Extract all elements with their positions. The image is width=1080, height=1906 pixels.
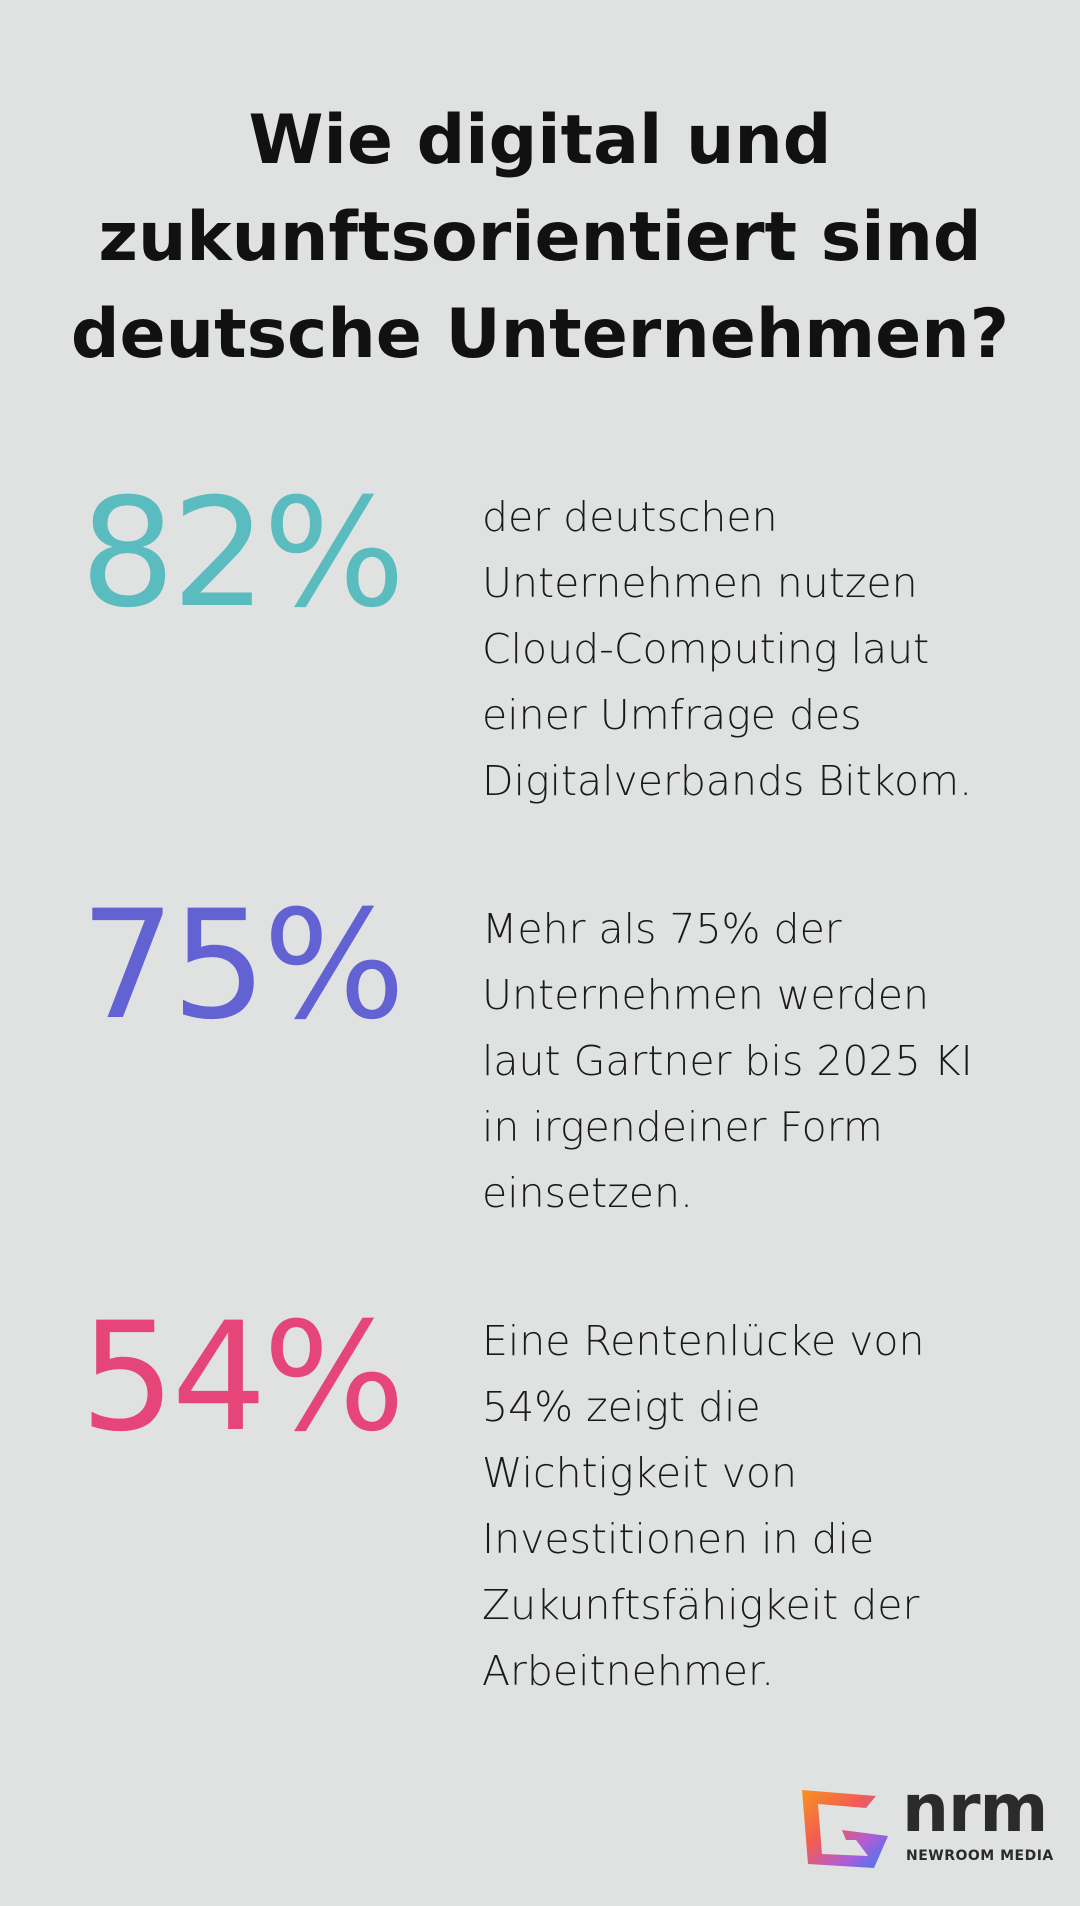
description-line: Unternehmen werden bbox=[482, 971, 929, 1019]
description-line: einsetzen. bbox=[482, 1169, 694, 1217]
description-line: Eine Rentenlücke von bbox=[482, 1317, 925, 1365]
stat-value: 82% bbox=[80, 467, 405, 641]
stat-description: Eine Rentenlücke von 54% zeigt die Wichtig… bbox=[482, 1308, 1062, 1704]
description-line: Wichtigkeit von bbox=[482, 1449, 797, 1497]
logo: nrm NEWROOM MEDIA bbox=[796, 1770, 1056, 1874]
logo-name: nrm bbox=[902, 1770, 1048, 1847]
description-line: Arbeitnehmer. bbox=[482, 1647, 775, 1695]
description-line: laut Gartner bis 2025 KI bbox=[482, 1037, 973, 1085]
stat-value: 75% bbox=[80, 879, 405, 1053]
stat-description: der deutschen Unternehmen nutzen Cloud-Com… bbox=[482, 484, 1062, 814]
stat-value: 54% bbox=[80, 1291, 405, 1465]
description-line: Cloud-Computing laut bbox=[482, 625, 930, 673]
stat-description: Mehr als 75% der Unternehmen werden laut G… bbox=[482, 896, 1062, 1226]
description-line: Investitionen in die bbox=[482, 1515, 875, 1563]
description-line: Mehr als 75% der bbox=[482, 905, 842, 953]
description-line: einer Umfrage des bbox=[482, 691, 862, 739]
logo-tagline: NEWROOM MEDIA bbox=[906, 1848, 1054, 1864]
description-line: in irgendeiner Form bbox=[482, 1103, 883, 1151]
logo-icon bbox=[802, 1790, 888, 1868]
description-line: Unternehmen nutzen bbox=[482, 559, 918, 607]
description-line: der deutschen bbox=[482, 493, 778, 541]
description-line: Zukunftsfähigkeit der bbox=[482, 1581, 920, 1629]
title: Wie digital und zukunftsorientiert sind … bbox=[70, 101, 1010, 374]
description-line: 54% zeigt die bbox=[482, 1383, 761, 1431]
description-line: Digitalverbands Bitkom. bbox=[482, 757, 973, 805]
